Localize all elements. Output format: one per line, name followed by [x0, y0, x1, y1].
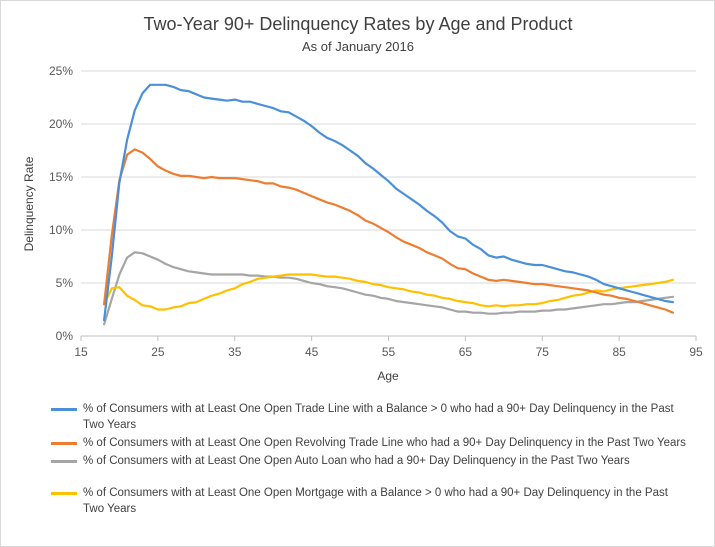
series-lines [102, 83, 675, 326]
x-tick-label: 25 [151, 345, 165, 359]
line-chart: Two-Year 90+ Delinquency Rates by Age an… [22, 14, 703, 383]
y-tick-label: 10% [49, 223, 73, 237]
legend-item-mortgage: % of Consumers with at Least One Open Mo… [51, 485, 691, 517]
x-tick-label: 55 [382, 345, 396, 359]
y-tick-label: 0% [56, 329, 74, 343]
series-line-auto-loan [102, 251, 675, 326]
x-tick-label: 15 [74, 345, 88, 359]
legend-swatch [51, 442, 77, 445]
chart-legend: % of Consumers with at Least One Open Tr… [51, 401, 691, 519]
x-axis-ticks: 15 25 35 45 55 65 75 85 95 [74, 336, 703, 359]
legend-swatch [51, 408, 77, 411]
legend-swatch [51, 460, 77, 463]
legend-label: % of Consumers with at Least One Open Tr… [83, 403, 674, 431]
chart-subtitle: As of January 2016 [302, 39, 414, 54]
series-line-revolving [102, 148, 675, 314]
y-axis-ticks: 0% 5% 10% 15% 20% 25% [49, 64, 73, 343]
y-tick-label: 15% [49, 170, 73, 184]
series-line-trade-line [102, 83, 675, 322]
legend-label: % of Consumers with at Least One Open Re… [83, 437, 686, 449]
legend-label: % of Consumers with at Least One Open Mo… [83, 487, 668, 515]
legend-item-revolving: % of Consumers with at Least One Open Re… [51, 435, 691, 451]
x-tick-label: 65 [459, 345, 473, 359]
legend-item-auto-loan: % of Consumers with at Least One Open Au… [51, 453, 691, 469]
series-line-mortgage [102, 273, 675, 311]
x-tick-label: 75 [536, 345, 550, 359]
y-tick-label: 20% [49, 117, 73, 131]
x-axis-label: Age [377, 369, 399, 383]
y-tick-label: 5% [56, 276, 74, 290]
x-tick-label: 95 [689, 345, 703, 359]
x-tick-label: 45 [305, 345, 319, 359]
legend-item-trade-line: % of Consumers with at Least One Open Tr… [51, 401, 691, 433]
x-tick-label: 85 [612, 345, 626, 359]
legend-swatch [51, 492, 77, 495]
gridlines [81, 70, 696, 337]
chart-title: Two-Year 90+ Delinquency Rates by Age an… [143, 14, 572, 34]
y-tick-label: 25% [49, 64, 73, 78]
legend-label: % of Consumers with at Least One Open Au… [83, 455, 630, 467]
y-axis-label: Delinquency Rate [22, 156, 36, 251]
x-tick-label: 35 [228, 345, 242, 359]
